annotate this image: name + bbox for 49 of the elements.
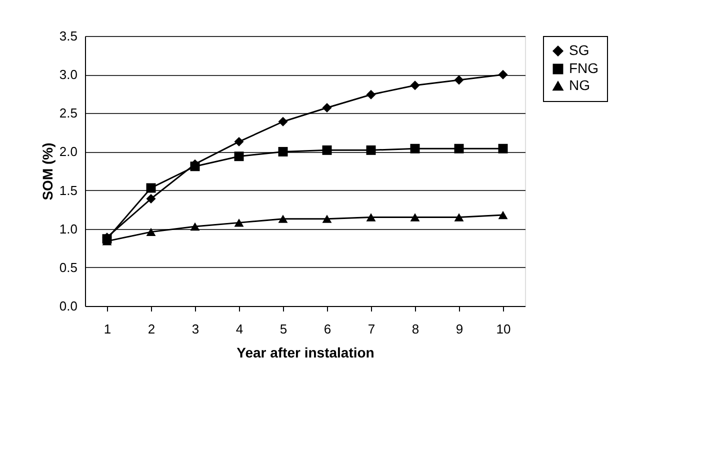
point — [454, 144, 464, 154]
x-tick-label: 6 — [324, 322, 332, 336]
point — [366, 90, 376, 100]
point — [410, 213, 420, 222]
point — [278, 214, 288, 223]
y-tick-label: 1.5 — [59, 182, 78, 198]
y-tick-label: 1.0 — [59, 221, 78, 236]
point — [322, 145, 332, 155]
point — [366, 145, 376, 155]
legend-label: SG — [569, 42, 590, 58]
point — [146, 183, 156, 193]
y-tick-label: 2.0 — [59, 144, 78, 160]
point — [498, 210, 508, 220]
point — [146, 194, 156, 204]
point — [410, 80, 420, 90]
x-tick-label: 1 — [104, 322, 112, 336]
y-tick-label: 0.5 — [59, 260, 78, 275]
y-tick-label: 2.5 — [59, 106, 78, 121]
point — [498, 70, 508, 80]
point — [322, 103, 332, 112]
legend-label: NG — [569, 77, 590, 93]
x-tick-label: 7 — [368, 322, 376, 336]
x-tick-label: 4 — [236, 322, 244, 336]
legend-label: FNG — [569, 60, 599, 76]
y-tick-label: 0.0 — [59, 298, 78, 314]
point — [234, 152, 244, 162]
x-tick-label: 2 — [148, 322, 156, 336]
x-tick-label: 10 — [496, 322, 511, 336]
point — [454, 213, 464, 222]
x-axis-title: Year after instalation — [236, 344, 374, 360]
point — [190, 222, 200, 231]
point — [454, 75, 464, 85]
point — [498, 144, 508, 154]
point — [234, 218, 244, 227]
x-tick-label: 9 — [456, 322, 464, 336]
point — [278, 146, 288, 156]
x-tick-label: 5 — [280, 322, 288, 336]
point — [278, 116, 288, 126]
point — [146, 228, 156, 236]
y-tick-label: 3.5 — [59, 28, 78, 44]
point — [190, 162, 200, 172]
y-axis-title: SOM (%) — [39, 142, 56, 200]
y-tick-label: 3.0 — [59, 67, 78, 82]
point — [366, 213, 376, 222]
point — [322, 214, 332, 223]
point — [234, 136, 244, 146]
x-tick-label: 3 — [192, 322, 200, 336]
x-tick-label: 8 — [412, 322, 420, 336]
point — [410, 144, 420, 154]
